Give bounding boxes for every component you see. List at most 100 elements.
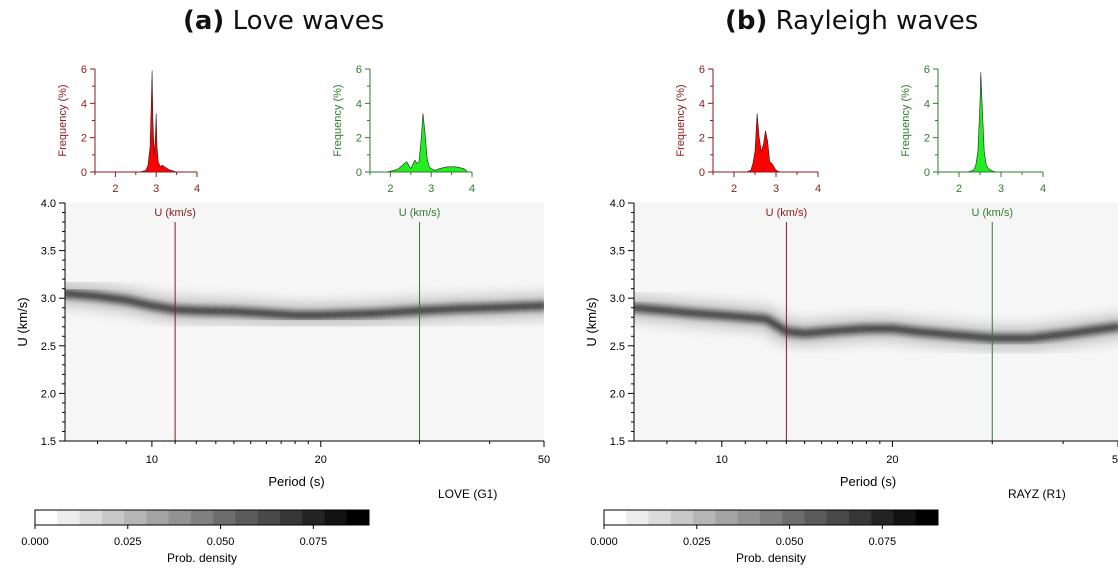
- panel-b-colorbar-segment: [759, 510, 783, 525]
- panel-b-colorbar-tick-label: 0.025: [683, 536, 711, 548]
- panel-b-colorbar-segment: [648, 510, 672, 525]
- panel-b-colorbar-segment: [626, 510, 650, 525]
- panel-a-hist-green-y-tick-label: 0: [356, 167, 362, 179]
- panel-b-x-tick-label: 20: [886, 454, 898, 466]
- panel-a-density-ridge: [65, 291, 544, 318]
- panel-b-density-ridge: [634, 305, 1118, 341]
- panel-b-hist-green-y-axis-label: Frequency (%): [900, 84, 912, 156]
- panel-a-colorbar-segment: [35, 510, 58, 525]
- panel-b-hist-red-area: [746, 113, 781, 173]
- panel-a-y-tick-label: 1.5: [41, 436, 56, 448]
- panel-a-hist-green-x-tick-label: 4: [469, 183, 475, 195]
- panel-b-x-tick-label: 10: [716, 454, 728, 466]
- panel-b-y-tick-label: 1.5: [610, 436, 625, 448]
- panel-b-hist-green-y-tick-label: 2: [924, 133, 930, 145]
- panel-b-colorbar-tick-label: 0.000: [590, 536, 618, 548]
- panel-b-colorbar-segment: [871, 510, 894, 525]
- panel-a-hist-red-y-tick-label: 4: [81, 98, 87, 110]
- panel-a-hist-green-x-tick-label: 2: [387, 183, 393, 195]
- panel-a-colorbar-label: Prob. density: [167, 551, 237, 565]
- panel-b-y-tick-label: 2.5: [610, 341, 625, 353]
- panel-b-colorbar-segment: [848, 510, 872, 525]
- panel-a-colorbar-segment: [213, 510, 236, 525]
- panel-b-colorbar-segment: [604, 510, 627, 525]
- panel-b-hist-green-x-tick-label: 3: [998, 183, 1004, 195]
- panel-a-x-tick-label: 20: [315, 454, 327, 466]
- panel-b-colorbar-segment: [915, 510, 939, 525]
- panel-b-colorbar-tick-label: 0.075: [869, 536, 897, 548]
- panel-a-hist-green-y-tick-label: 2: [356, 133, 362, 145]
- panel-a-colorbar-segment: [79, 510, 103, 525]
- panel-b-hist-red-x-tick-label: 3: [773, 183, 779, 195]
- panel-a-colorbar-segment: [324, 510, 348, 525]
- panel-a-title: (a) Love waves: [183, 6, 384, 36]
- panel-a-hist-green-y-tick-label: 4: [356, 98, 362, 110]
- panel-a-code-label: LOVE (G1): [438, 487, 497, 501]
- panel-a-y-tick-label: 2.0: [41, 388, 56, 400]
- panel-a-colorbar-segment: [168, 510, 192, 525]
- panel-b-colorbar-segment: [693, 510, 716, 525]
- panel-a-colorbar-segment: [146, 510, 170, 525]
- panel-b-y-tick-label: 4.0: [610, 198, 625, 210]
- panel-b-colorbar-label: Prob. density: [736, 551, 806, 565]
- panel-b-y-tick-label: 3.0: [610, 293, 625, 305]
- panel-a-y-tick-label: 3.0: [41, 293, 56, 305]
- panel-b-colorbar-segment: [804, 510, 828, 525]
- panel-a-hist-green-area: [386, 113, 469, 173]
- panel-b-code-label: RAYZ (R1): [1008, 487, 1066, 501]
- panel-a-hist-red-area: [139, 70, 177, 173]
- panel-b-x-axis-label: Period (s): [840, 474, 896, 489]
- panel-b-title: (b) Rayleigh waves: [725, 6, 978, 36]
- panel-a-y-tick-label: 4.0: [41, 198, 56, 210]
- panel-b-hist-red-y-tick-label: 4: [699, 98, 705, 110]
- panel-a-colorbar-segment: [101, 510, 125, 525]
- panel-a-hist-green-y-axis-label: Frequency (%): [332, 84, 344, 156]
- panel-b-vline-label-green: U (km/s): [971, 207, 1013, 219]
- panel-b-y-tick-label: 2.0: [610, 388, 625, 400]
- panel-b-colorbar-frame: [603, 509, 939, 526]
- panel-a-hist-red-x-tick-label: 2: [112, 183, 118, 195]
- panel-a-colorbar-segment: [57, 510, 81, 525]
- panel-b-y-axis-label: U (km/s): [584, 297, 599, 346]
- panel-b-colorbar-segment: [715, 510, 739, 525]
- panel-a-title-text: Love waves: [232, 6, 385, 36]
- panel-b-hist-red-y-tick-label: 6: [699, 64, 705, 76]
- panel-b-hist-red-y-tick-label: 2: [699, 133, 705, 145]
- panel-a-colorbar-frame: [34, 509, 370, 526]
- panel-a-vline-label-red: U (km/s): [154, 207, 196, 219]
- panel-b-colorbar-segment: [782, 510, 805, 525]
- panel-b-hist-red-x-tick-label: 4: [815, 183, 821, 195]
- panel-b-vline-label-red: U (km/s): [766, 207, 808, 219]
- panel-b-title-tag: (b): [725, 6, 768, 36]
- panel-a-colorbar-segment: [302, 510, 325, 525]
- panel-b-y-tick-label: 3.5: [610, 246, 625, 258]
- panel-a-y-tick-label: 2.5: [41, 341, 56, 353]
- panel-a-hist-green-x-tick-label: 3: [428, 183, 434, 195]
- panel-a-colorbar-tick-label: 0.075: [300, 536, 328, 548]
- panel-b-density-group: [634, 294, 1118, 352]
- panel-a-hist-red-x-tick-label: 4: [194, 183, 200, 195]
- panel-b-colorbar-segment: [893, 510, 917, 525]
- panel-a-hist-green-y-tick-label: 6: [356, 64, 362, 76]
- panel-a-hist-red-y-axis-label: Frequency (%): [57, 84, 69, 156]
- panel-a-colorbar-tick-label: 0.000: [21, 536, 49, 548]
- panel-b-colorbar-tick-label: 0.050: [776, 536, 804, 548]
- panel-b-hist-green-y-tick-label: 6: [924, 64, 930, 76]
- panel-a-colorbar-segment: [235, 510, 259, 525]
- panel-b-x-tick-label: 50: [1112, 454, 1118, 466]
- panel-b-colorbar-segment: [670, 510, 694, 525]
- panel-a-x-tick-label: 50: [538, 454, 550, 466]
- panel-a-hist-red-y-tick-label: 0: [81, 167, 87, 179]
- panel-a-y-axis-label: U (km/s): [15, 297, 30, 346]
- panel-b-title-text: Rayleigh waves: [775, 6, 979, 36]
- panel-a-x-axis-label: Period (s): [268, 474, 324, 489]
- panel-a-y-tick-label: 3.5: [41, 246, 56, 258]
- panel-a-colorbar-tick-label: 0.025: [114, 536, 142, 548]
- panel-b-hist-green-y-tick-label: 4: [924, 98, 930, 110]
- panel-a-hist-red-y-tick-label: 2: [81, 133, 87, 145]
- panel-b-hist-red-y-axis-label: Frequency (%): [675, 84, 687, 156]
- panel-a-colorbar-segment: [346, 510, 370, 525]
- panel-b-hist-green-y-tick-label: 0: [924, 167, 930, 179]
- panel-a-colorbar-segment: [257, 510, 281, 525]
